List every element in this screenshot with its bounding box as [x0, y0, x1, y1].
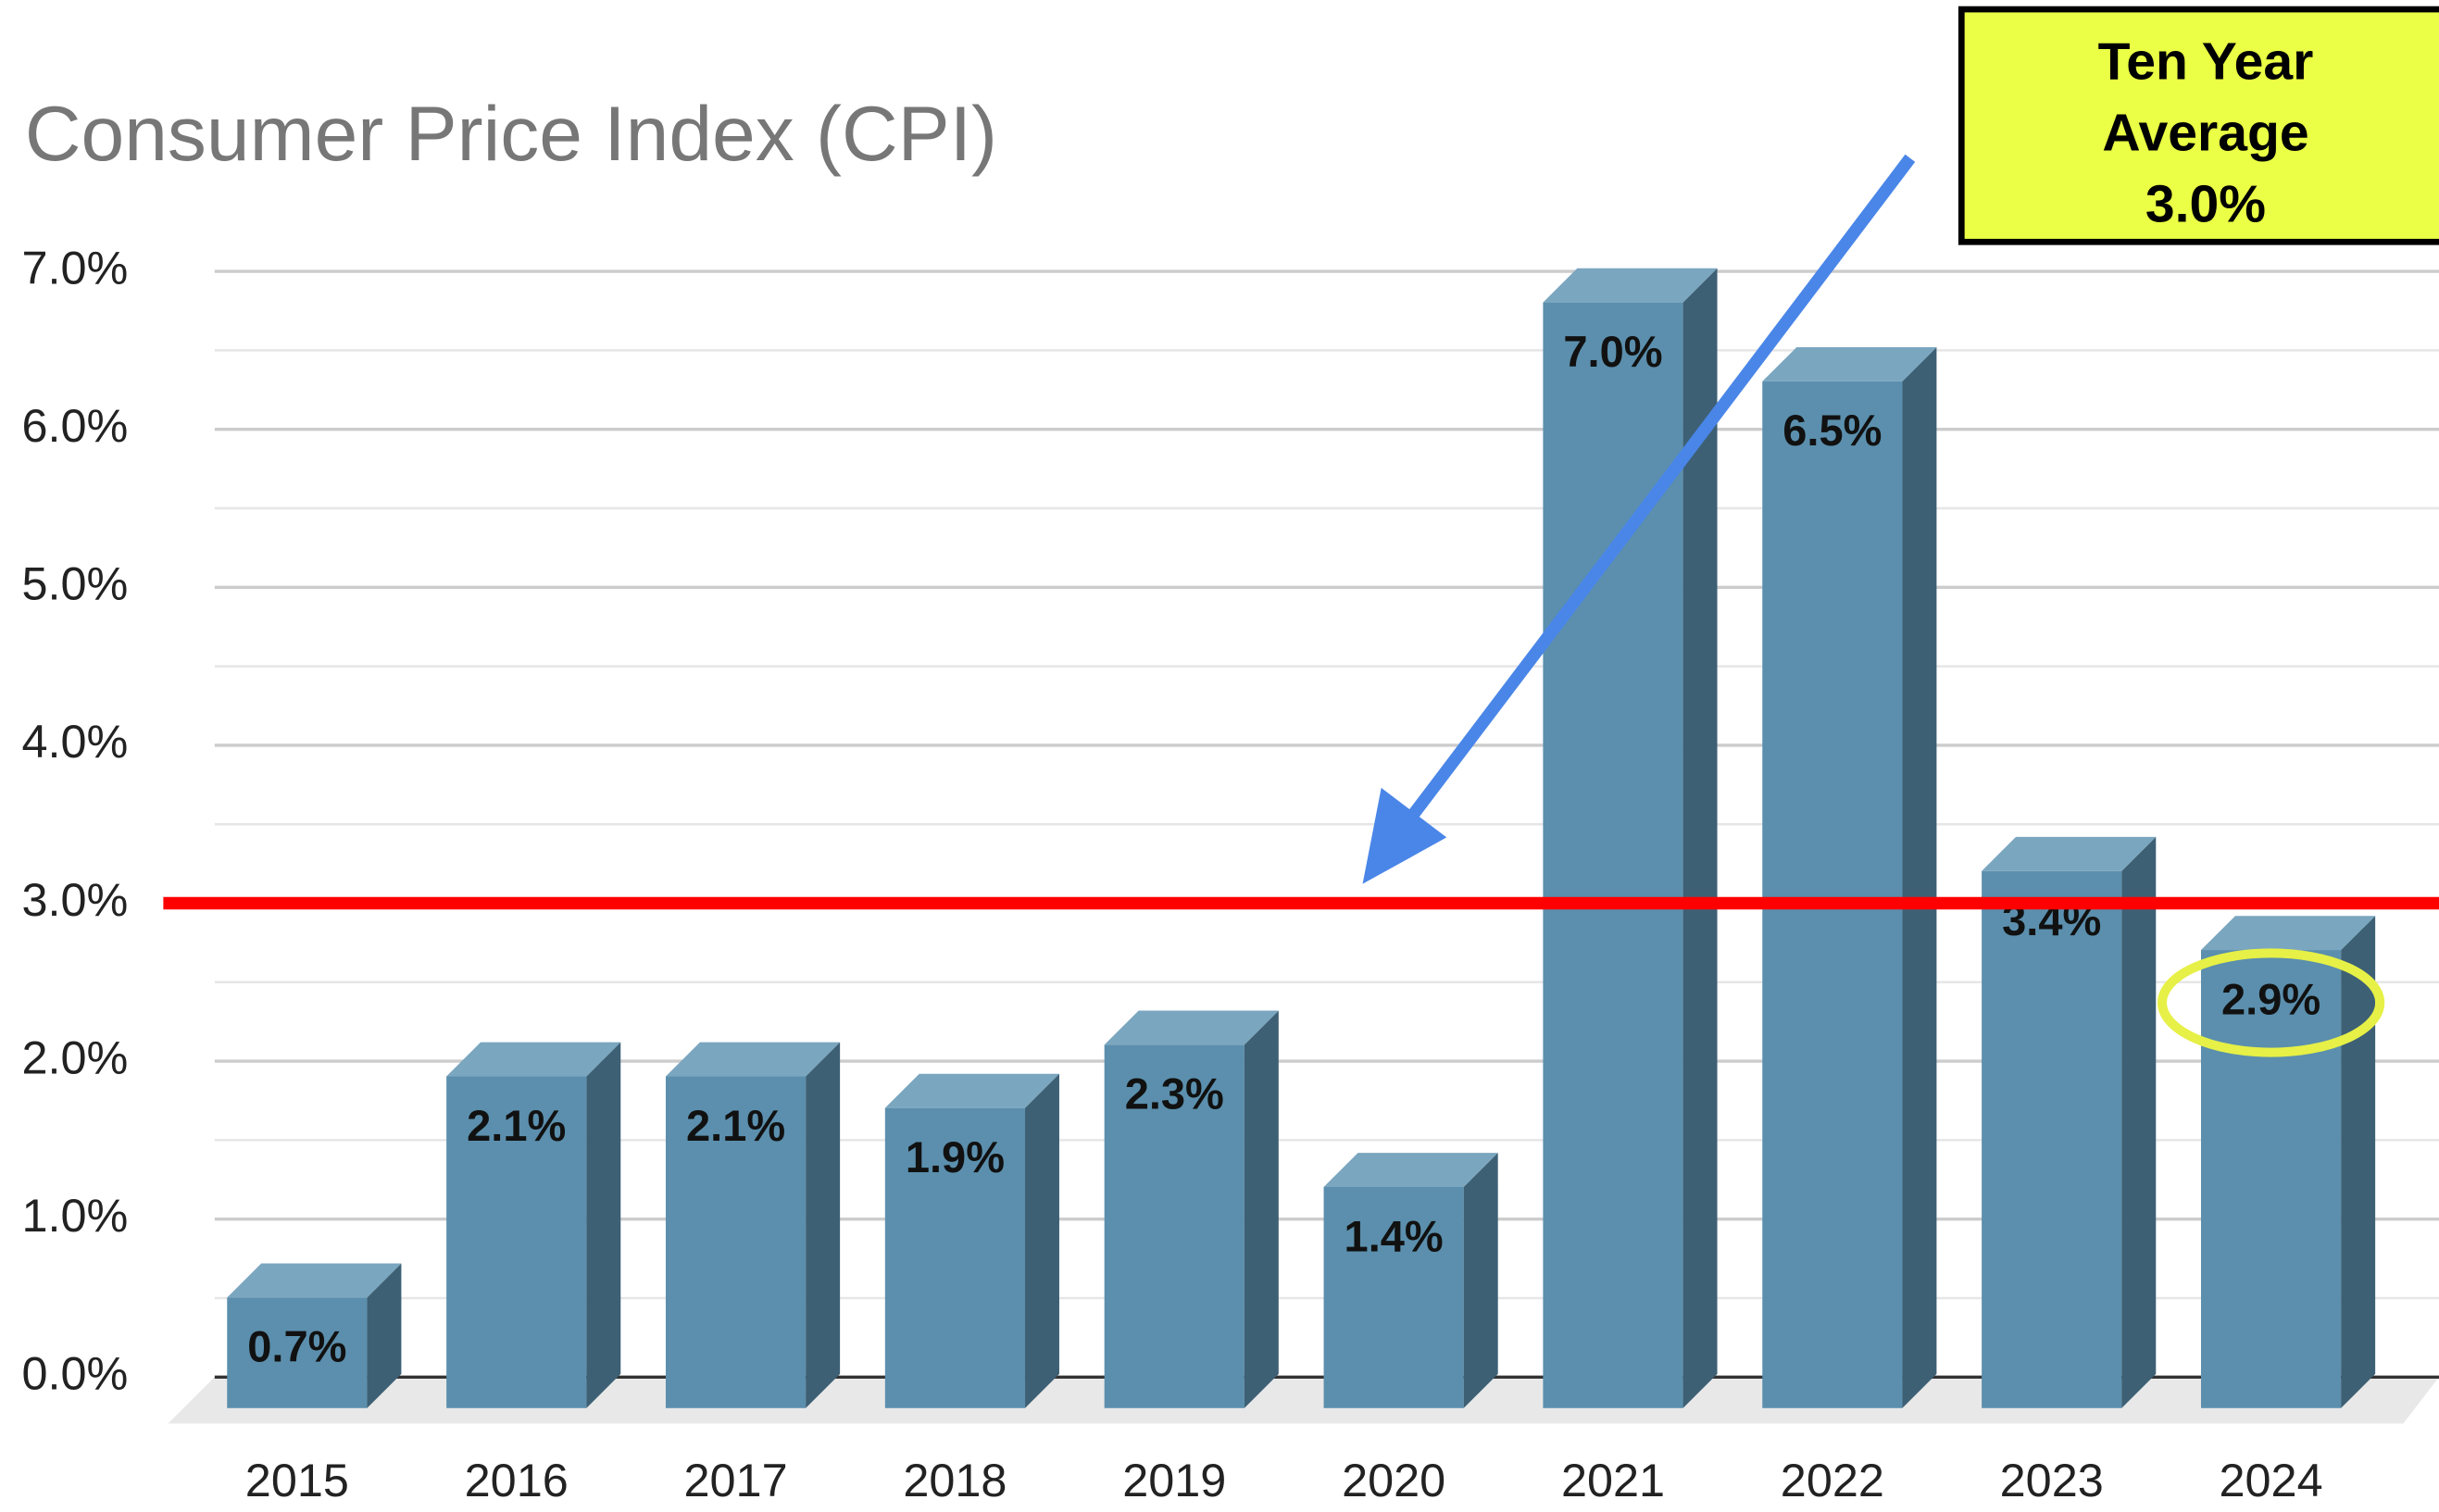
y-tick-label: 6.0% — [22, 399, 129, 452]
data-label: 2.9% — [2221, 974, 2320, 1023]
bar — [1982, 836, 2157, 1408]
bar-top — [1982, 836, 2157, 871]
bar — [1104, 1010, 1279, 1408]
x-tick-label: 2018 — [903, 1454, 1007, 1506]
bar-top — [1543, 268, 1718, 303]
arrow-head — [1362, 787, 1447, 884]
bar-top — [446, 1042, 621, 1077]
x-tick-label: 2016 — [465, 1454, 569, 1506]
bar-front — [1982, 870, 2122, 1408]
data-label: 0.7% — [247, 1322, 346, 1371]
x-tick-label: 2021 — [1561, 1454, 1665, 1506]
y-tick-label: 4.0% — [22, 715, 129, 768]
x-tick-label: 2024 — [2220, 1454, 2323, 1506]
data-label: 1.4% — [1345, 1211, 1444, 1260]
bar-top — [2200, 916, 2376, 951]
bar-front — [665, 1076, 807, 1408]
annotation-text: Average — [2102, 104, 2308, 163]
bar-front — [1762, 381, 1903, 1408]
x-tick-label: 2020 — [1342, 1454, 1445, 1506]
arrow-shaft — [1402, 154, 1916, 826]
highlight-ring — [2157, 948, 2385, 1057]
y-tick-label: 5.0% — [22, 557, 129, 610]
chart-title: Consumer Price Index (CPI) — [25, 90, 997, 177]
bar-front — [2200, 950, 2342, 1408]
bar-top — [1104, 1010, 1279, 1045]
bar-front — [1543, 302, 1683, 1408]
bar — [1762, 347, 1937, 1408]
bar — [1543, 268, 1718, 1408]
x-tick-label: 2015 — [245, 1454, 349, 1506]
bar-top — [1323, 1153, 1498, 1187]
y-tick-label: 0.0% — [22, 1347, 129, 1400]
bar-side — [806, 1042, 841, 1408]
annotation-text: 3.0% — [2145, 175, 2266, 234]
y-tick-label: 7.0% — [22, 241, 129, 294]
bar-top — [227, 1263, 402, 1298]
data-label: 6.5% — [1782, 406, 1882, 455]
bar-top — [1762, 347, 1937, 381]
bar-side — [1682, 268, 1718, 1408]
annotation-text: Ten Year — [2098, 31, 2314, 91]
data-label: 7.0% — [1563, 327, 1662, 376]
data-label: 2.1% — [467, 1101, 566, 1150]
data-label: 2.3% — [1125, 1069, 1224, 1118]
bar — [227, 1263, 402, 1408]
y-tick-label: 1.0% — [22, 1189, 129, 1242]
bar — [446, 1042, 621, 1408]
data-label: 1.9% — [906, 1132, 1005, 1181]
x-tick-label: 2019 — [1122, 1454, 1226, 1506]
bar-side — [2121, 836, 2157, 1408]
annotation-box — [1957, 6, 2439, 245]
bar-side — [2341, 916, 2376, 1408]
bar-front — [1323, 1186, 1464, 1408]
x-tick-label: 2017 — [684, 1454, 788, 1506]
x-tick-label: 2022 — [1781, 1454, 1884, 1506]
bar-front — [446, 1076, 587, 1408]
bar-top — [665, 1042, 841, 1077]
bar-side — [586, 1042, 621, 1408]
data-label: 2.1% — [686, 1101, 785, 1150]
x-tick-label: 2023 — [2000, 1454, 2104, 1506]
bar-side — [1244, 1010, 1279, 1408]
bar-side — [1463, 1153, 1498, 1408]
bar-top — [884, 1073, 1059, 1108]
bar — [884, 1073, 1059, 1408]
bar-side — [1025, 1073, 1059, 1408]
bar — [665, 1042, 841, 1408]
bar-front — [884, 1107, 1026, 1408]
bar-side — [367, 1263, 402, 1408]
bar-side — [1902, 347, 1937, 1408]
y-tick-label: 2.0% — [22, 1031, 129, 1083]
y-tick-label: 3.0% — [22, 873, 129, 926]
bar-front — [227, 1297, 368, 1408]
bar — [1323, 1153, 1498, 1408]
bar-front — [1104, 1044, 1245, 1408]
